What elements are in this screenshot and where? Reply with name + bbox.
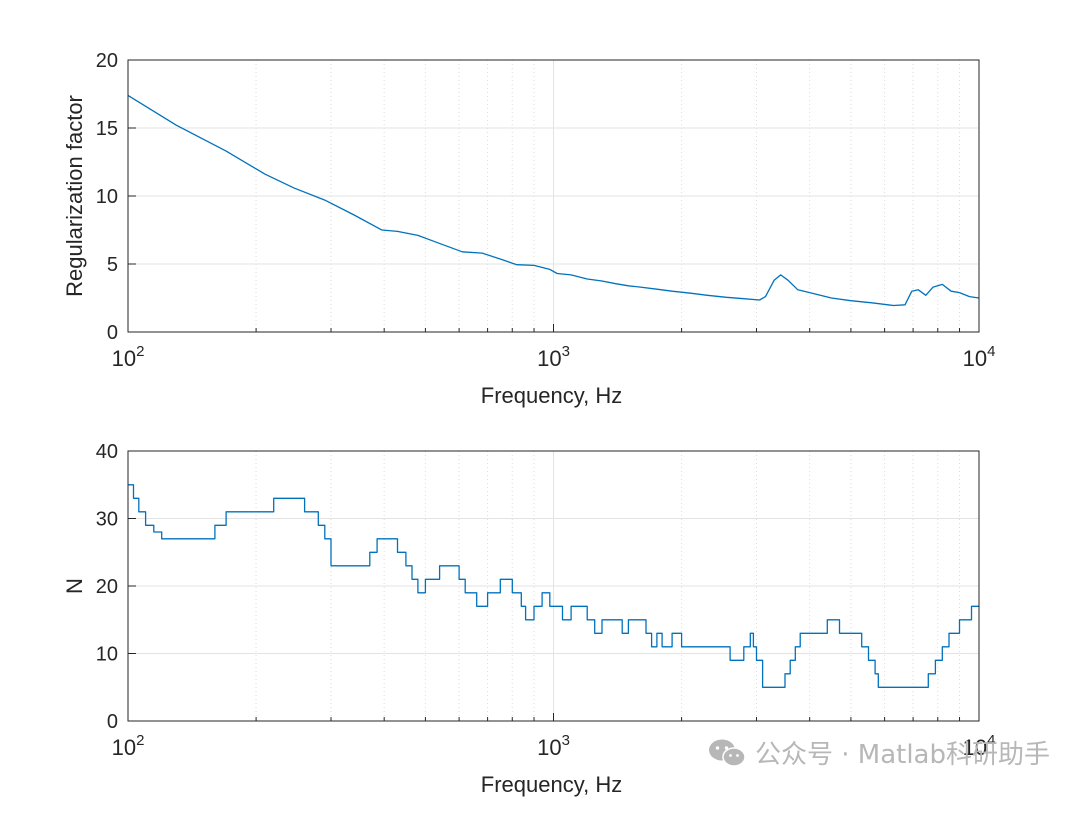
x-tick-label: 104	[963, 343, 996, 371]
data-series-line	[128, 484, 979, 688]
y-axis-label: Regularization factor	[62, 95, 87, 297]
y-tick-label: 20	[96, 50, 118, 72]
y-tick-label: 5	[107, 254, 118, 276]
watermark-text: 公众号 · Matlab科研助手	[754, 740, 1050, 770]
y-axis-label: N	[62, 578, 87, 594]
x-tick-label: 102	[112, 732, 145, 760]
axes-box	[127, 450, 980, 722]
y-tick-label: 15	[96, 118, 118, 140]
x-tick-label: 102	[112, 343, 145, 371]
y-tick-label: 20	[96, 576, 118, 598]
regularization-factor-axes: 0 5 10 15 20 102 103 104 Frequency, Hz Regulariza…	[62, 50, 995, 408]
wechat-icon	[708, 739, 746, 767]
x-axis-label: Frequency, Hz	[481, 383, 622, 408]
n-axes: 0 10 20 30 40 102 103 104 Frequency, Hz N	[62, 441, 995, 797]
y-tick-label: 30	[96, 509, 118, 531]
y-tick-label: 40	[96, 441, 118, 463]
watermark: 公众号 · Matlab科研助手	[707, 734, 1050, 771]
y-tick-label: 10	[96, 644, 118, 666]
data-series-line	[127, 94, 980, 307]
x-axis-label: Frequency, Hz	[481, 772, 622, 797]
x-tick-label: 103	[537, 343, 570, 371]
axes-box	[127, 59, 980, 333]
x-tick-label: 103	[537, 732, 570, 760]
y-tick-label: 0	[107, 711, 118, 733]
y-tick-label: 10	[96, 186, 118, 208]
y-tick-label: 0	[107, 322, 118, 344]
x-tick-label: 104	[963, 732, 996, 760]
